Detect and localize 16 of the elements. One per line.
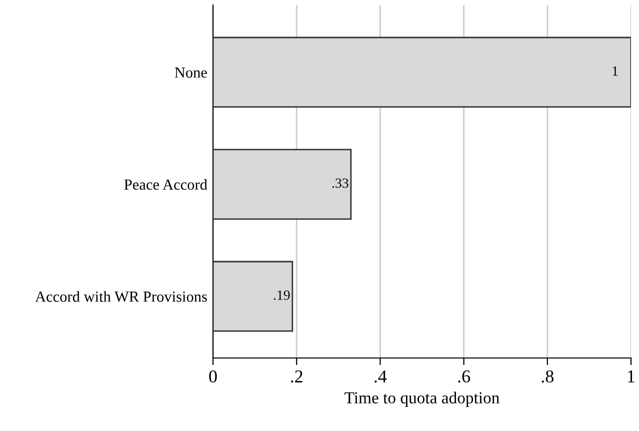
bar (213, 260, 294, 332)
x-tick-label: .2 (291, 370, 302, 383)
x-tick-label: 0 (209, 370, 217, 383)
y-tick-label: None (174, 68, 207, 78)
data-label: 1 (612, 66, 618, 76)
data-label: .33 (332, 178, 348, 188)
bar (213, 36, 631, 108)
x-tick-label: .8 (542, 370, 554, 383)
x-axis-title: Time to quota adoption (344, 392, 500, 407)
x-tick-label: .6 (458, 370, 470, 383)
y-tick-label: Peace Accord (124, 179, 208, 190)
bar (213, 148, 352, 220)
y-tick-label: Accord with WR Provisions (35, 291, 207, 302)
data-label: .19 (274, 290, 290, 300)
x-tick-label: 1 (628, 370, 634, 382)
x-tick-label: .4 (374, 370, 387, 383)
